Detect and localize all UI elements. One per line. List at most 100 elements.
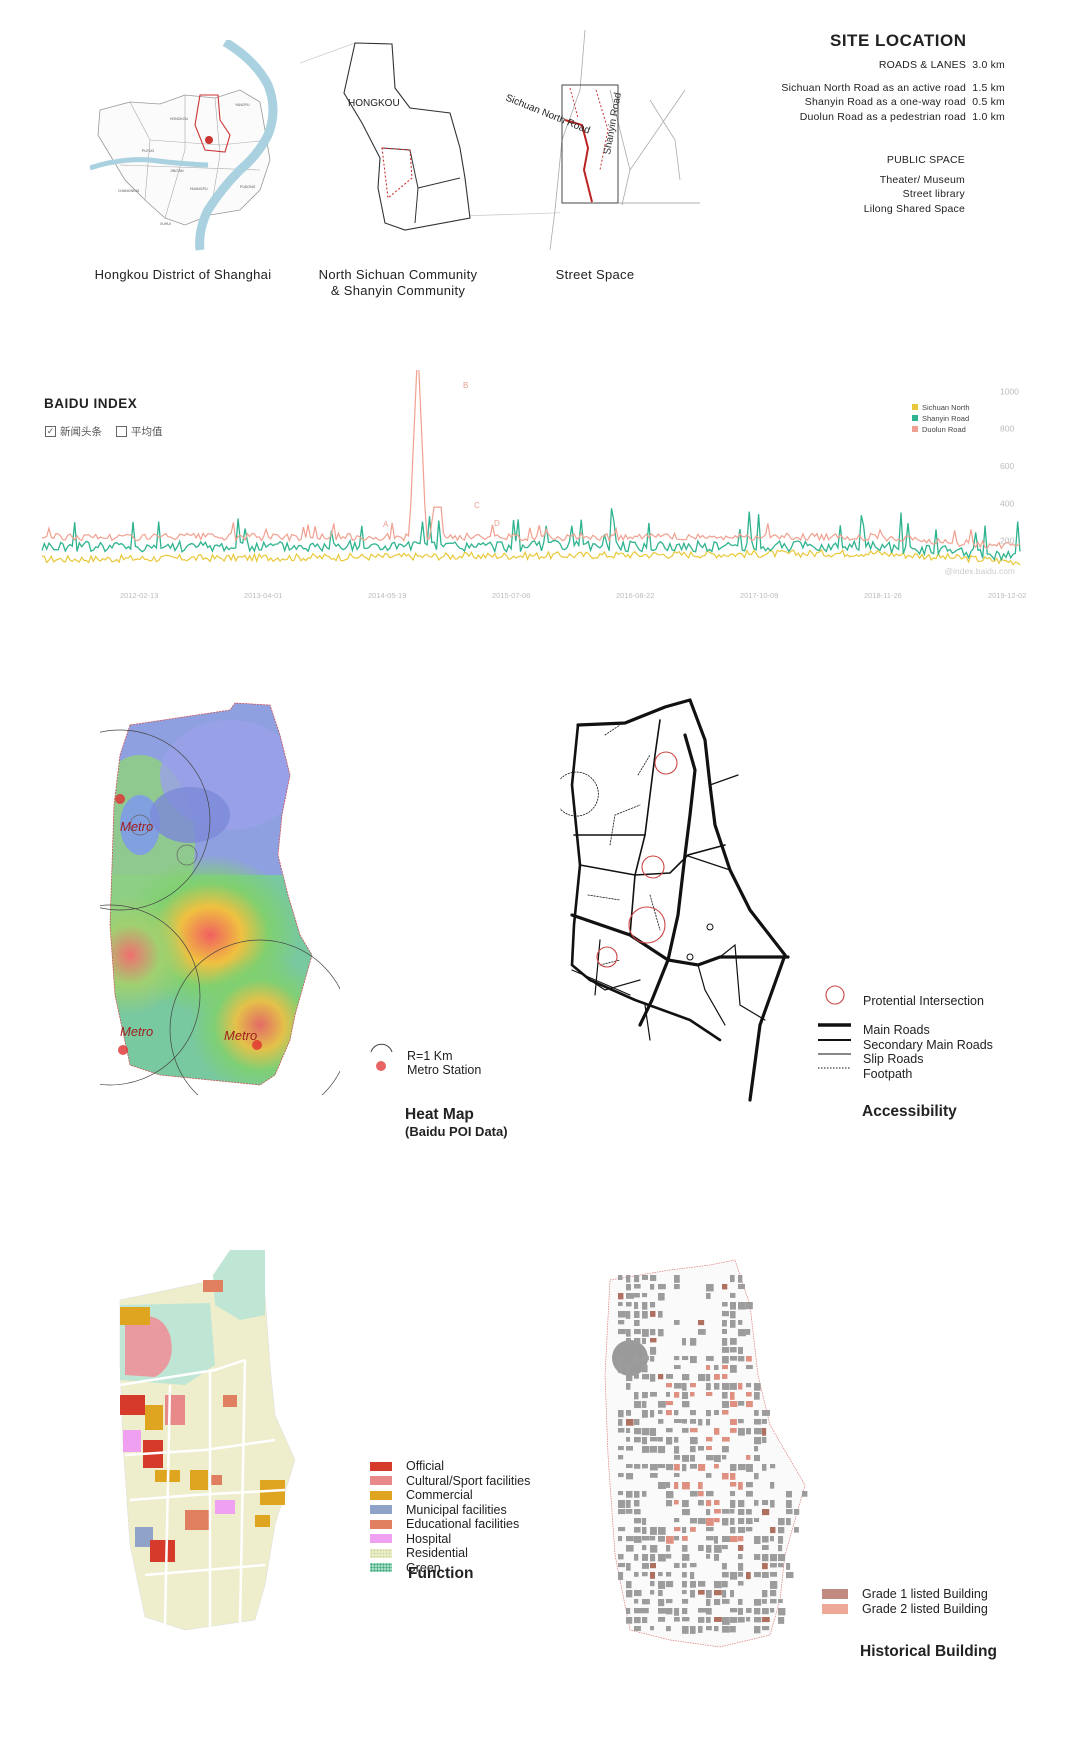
- function-legend-label: Residential: [406, 1546, 468, 1560]
- building-block: [714, 1455, 721, 1463]
- building-block: [642, 1437, 648, 1445]
- building-block: [706, 1554, 711, 1559]
- building-block: [722, 1572, 729, 1578]
- grade2-label: Grade 2 listed Building: [862, 1601, 988, 1616]
- building-block: [634, 1302, 639, 1310]
- heatmap-subtitle: (Baidu POI Data): [405, 1124, 508, 1139]
- roads-lanes-label: ROADS & LANES: [878, 59, 967, 71]
- accessibility-legend-icons: [818, 985, 851, 1069]
- building-block: [682, 1608, 688, 1615]
- building-block: [690, 1518, 698, 1524]
- building-block: [650, 1356, 655, 1362]
- building-block: [666, 1554, 672, 1559]
- building-block: [642, 1518, 647, 1525]
- building-block: [722, 1563, 727, 1570]
- building-block: [738, 1428, 745, 1436]
- building-block: [626, 1419, 634, 1426]
- building-block: [698, 1545, 704, 1552]
- building-block: [754, 1536, 761, 1544]
- building-block: [706, 1509, 711, 1516]
- building-block: [658, 1581, 666, 1589]
- building-block: [650, 1329, 656, 1336]
- building-block: [674, 1419, 682, 1424]
- function-legend-label: Cultural/Sport facilities: [406, 1473, 531, 1488]
- building-block: [658, 1401, 666, 1408]
- building-block: [642, 1302, 648, 1310]
- building-block: [690, 1428, 698, 1433]
- building-block: [674, 1473, 680, 1478]
- building-block: [666, 1464, 674, 1471]
- building-block: [642, 1401, 647, 1408]
- building-block: [618, 1491, 624, 1496]
- building-block: [706, 1500, 712, 1507]
- building-block: [762, 1536, 769, 1543]
- building-block: [738, 1284, 745, 1290]
- building-block: [698, 1320, 705, 1326]
- legend-label: Duolun Road: [922, 425, 966, 434]
- building-block: [682, 1509, 690, 1516]
- building-block: [674, 1563, 680, 1568]
- y-tick-label: 600: [1000, 461, 1014, 471]
- building-block: [738, 1302, 746, 1310]
- x-tick-label: 2015-07-06: [492, 591, 530, 600]
- building-block: [722, 1509, 730, 1514]
- building-block: [626, 1464, 633, 1469]
- public-space-item-0: Theater/ Museum: [879, 173, 965, 186]
- building-block: [626, 1329, 631, 1337]
- caption-map2: North Sichuan Community & Shanyin Commun…: [318, 267, 478, 299]
- building-block: [658, 1311, 663, 1318]
- building-block: [778, 1518, 785, 1526]
- building-block: [618, 1563, 626, 1568]
- building-block: [714, 1590, 722, 1596]
- checkbox-average-icon[interactable]: [116, 426, 127, 437]
- building-block: [674, 1482, 679, 1490]
- x-tick-label: 2014-05-19: [368, 591, 406, 600]
- legend-intersection: Protential Intersection: [863, 994, 984, 1008]
- building-block: [618, 1329, 626, 1335]
- building-block: [778, 1563, 784, 1568]
- building-block: [634, 1518, 642, 1524]
- building-block: [690, 1527, 696, 1532]
- building-block: [754, 1446, 759, 1452]
- baidu-index-title: BAIDU INDEX: [44, 396, 138, 411]
- building-block: [786, 1509, 793, 1515]
- building-block: [634, 1311, 640, 1319]
- building-block: [658, 1437, 663, 1442]
- building-block: [770, 1581, 778, 1589]
- building-block: [634, 1284, 641, 1289]
- building-block: [634, 1320, 640, 1327]
- building-block: [770, 1464, 776, 1469]
- building-block: [738, 1329, 746, 1337]
- building-block: [642, 1329, 649, 1337]
- building-block: [714, 1374, 720, 1380]
- building-block: [650, 1527, 657, 1535]
- building-block: [722, 1599, 730, 1604]
- building-block: [706, 1383, 711, 1391]
- building-block: [754, 1392, 760, 1400]
- building-block: [682, 1383, 687, 1391]
- building-block: [722, 1401, 730, 1408]
- building-block: [650, 1536, 656, 1541]
- building-block: [642, 1275, 648, 1280]
- building-block: [778, 1617, 785, 1624]
- building-block: [626, 1500, 631, 1508]
- building-block: [722, 1626, 730, 1633]
- road-0-value: 1.5 km: [972, 81, 1005, 94]
- annotation-label: C: [474, 501, 480, 510]
- building-block: [642, 1410, 648, 1418]
- checkbox-news-icon[interactable]: ✓: [45, 426, 56, 437]
- building-block: [762, 1608, 769, 1615]
- building-block: [746, 1428, 752, 1435]
- building-block: [658, 1482, 666, 1489]
- building-block: [706, 1527, 714, 1532]
- building-block: [658, 1617, 666, 1622]
- building-block: [626, 1302, 632, 1307]
- building-block: [698, 1482, 703, 1490]
- building-block: [730, 1311, 736, 1319]
- grade1-swatch: [822, 1589, 848, 1600]
- building-block: [674, 1527, 681, 1532]
- annotation-label: B: [463, 381, 468, 390]
- building-block: [666, 1599, 673, 1604]
- building-block: [730, 1617, 738, 1623]
- road-0-label: Sichuan North Road as an active road: [781, 81, 967, 94]
